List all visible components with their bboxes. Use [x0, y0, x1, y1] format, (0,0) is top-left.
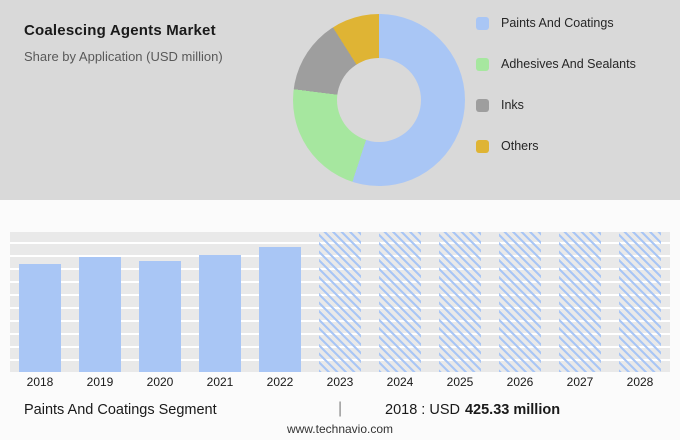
bar-column-2025: [430, 232, 490, 372]
bar-2019: [79, 256, 121, 372]
bar-column-2020: [130, 232, 190, 372]
x-label-2020: 2020: [146, 375, 174, 389]
header-section: Coalescing Agents Market Share by Applic…: [0, 0, 680, 200]
bar-column-2026: [490, 232, 550, 372]
legend-swatch: [476, 16, 489, 30]
x-label-2018: 2018: [26, 375, 54, 389]
x-label-2027: 2027: [566, 375, 594, 389]
forecast-bar-2026: [499, 232, 541, 372]
legend-swatch: [476, 98, 489, 112]
x-label-2025: 2025: [446, 375, 474, 389]
stat: 2018 : USD 425.33 million: [385, 402, 560, 418]
stat-value: 425.33 million: [464, 402, 561, 418]
forecast-bar-2025: [439, 232, 481, 372]
legend-item-3: Others: [476, 139, 636, 153]
separator: |: [338, 400, 343, 417]
x-label-2021: 2021: [206, 375, 234, 389]
bar-2020: [139, 261, 181, 372]
stat-prefix: 2018 : USD: [385, 402, 460, 418]
legend-item-0: Paints And Coatings: [476, 16, 636, 30]
bar-2018: [19, 263, 61, 372]
x-label-2024: 2024: [386, 375, 414, 389]
segment-label: Paints And Coatings Segment: [24, 402, 217, 418]
legend-label: Inks: [501, 98, 524, 112]
x-label-2023: 2023: [326, 375, 354, 389]
forecast-bar-2027: [559, 232, 601, 372]
x-label-2022: 2022: [266, 375, 294, 389]
page-title: Coalescing Agents Market: [24, 22, 216, 39]
forecast-bar-2024: [379, 232, 421, 372]
bar-column-2018: [10, 232, 70, 372]
forecast-bar-2023: [319, 232, 361, 372]
legend-item-2: Inks: [476, 98, 636, 112]
stats-row: Paints And Coatings Segment | 2018 : USD…: [0, 400, 680, 422]
page-subtitle: Share by Application (USD million): [24, 49, 223, 64]
bar-column-2022: [250, 232, 310, 372]
bar-column-2023: [310, 232, 370, 372]
legend-label: Paints And Coatings: [501, 16, 614, 30]
website-link[interactable]: www.technavio.com: [286, 422, 394, 436]
legend-swatch: [476, 139, 489, 153]
bar-chart: [10, 232, 670, 372]
legend-item-1: Adhesives And Sealants: [476, 57, 636, 71]
bar-column-2019: [70, 232, 130, 372]
donut-chart: [293, 14, 465, 186]
x-label-2026: 2026: [506, 375, 534, 389]
legend-label: Others: [501, 139, 539, 153]
titles: Coalescing Agents Market Share by Applic…: [24, 22, 223, 64]
donut-hole: [337, 58, 421, 142]
bar-2021: [199, 254, 241, 372]
bar-column-2028: [610, 232, 670, 372]
x-label-2019: 2019: [86, 375, 114, 389]
x-axis-labels: 2018 2019 2020 2021 2022 2023 2024 2025 2026 2027…: [10, 375, 670, 389]
bar-column-2024: [370, 232, 430, 372]
legend-swatch: [476, 57, 489, 71]
x-label-2028: 2028: [626, 375, 654, 389]
legend-label: Adhesives And Sealants: [501, 57, 636, 71]
bar-column-2027: [550, 232, 610, 372]
bar-column-2021: [190, 232, 250, 372]
pie-legend: Paints And Coatings Adhesives And Sealant…: [476, 16, 636, 180]
bar-section: 2018 2019 2020 2021 2022 2023 2024 2025 2026 2027…: [0, 200, 680, 440]
bar-2022: [259, 246, 301, 372]
forecast-bar-2028: [619, 232, 661, 372]
